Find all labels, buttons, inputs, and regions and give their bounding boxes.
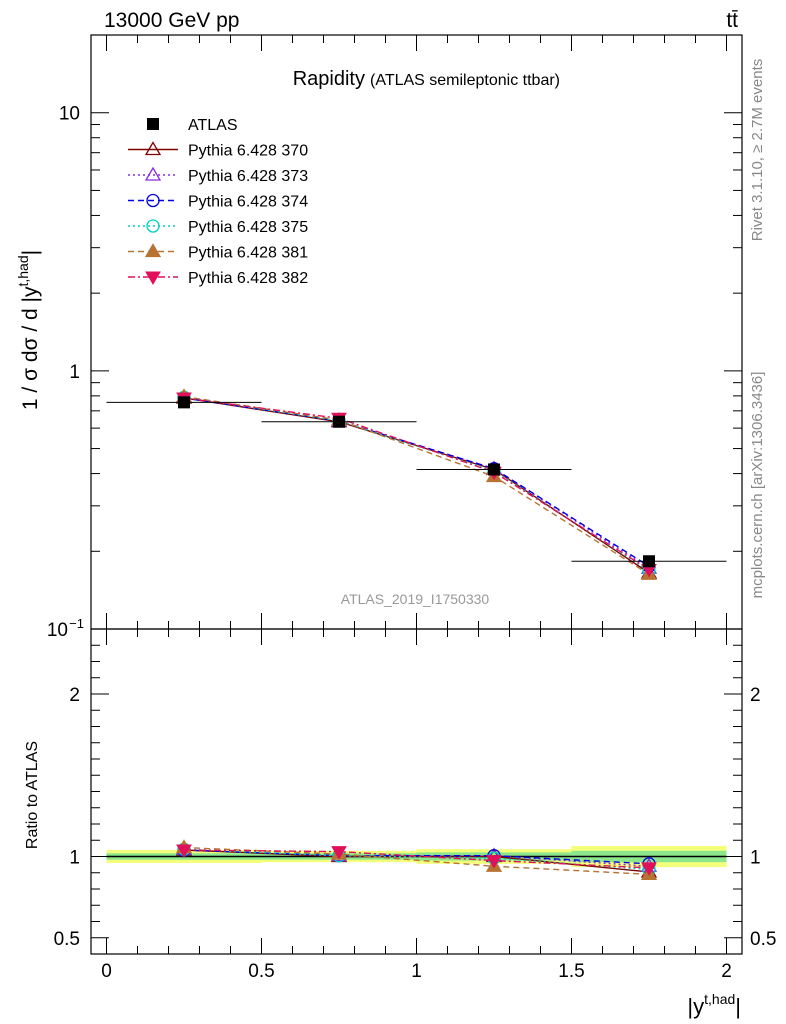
ratio-y-tick-label-left: 0.5 bbox=[54, 929, 80, 950]
mcplots-reference-text: mcplots.cern.ch [arXiv:1306.3436] bbox=[749, 372, 766, 599]
x-tick-label: 2 bbox=[721, 961, 732, 982]
ratio-series-6 bbox=[176, 844, 657, 876]
main-y-tick-label: 1 bbox=[69, 362, 80, 383]
ratio-point bbox=[331, 846, 347, 860]
series-line bbox=[183, 396, 650, 569]
data-point bbox=[333, 415, 345, 428]
legend-marker bbox=[146, 193, 160, 208]
main-ticks bbox=[91, 34, 742, 630]
legend-label: Pythia 6.428 382 bbox=[188, 270, 308, 287]
legend: ATLAS Pythia 6.428 370 Pythia 6.428 373 Pyt… bbox=[128, 117, 308, 287]
x-axis-label: |yt,had| bbox=[687, 991, 741, 1019]
series-line bbox=[183, 397, 650, 571]
series-0 bbox=[106, 396, 727, 568]
ratio-point bbox=[641, 862, 657, 876]
ratio-y-tick-label-right: 0.5 bbox=[750, 929, 776, 950]
series-line bbox=[183, 395, 650, 575]
ratio-panel: 0.5 0.5 1 1 2 2 0 0.5 1 1.5 2 bbox=[54, 628, 777, 982]
chart-subtitle: (ATLAS semileptonic ttbar) bbox=[370, 72, 560, 89]
series-2 bbox=[175, 388, 658, 574]
chart-title: Rapidity bbox=[293, 68, 365, 90]
legend-label: Pythia 6.428 373 bbox=[188, 168, 308, 185]
ratio-line bbox=[183, 849, 650, 873]
series-3 bbox=[177, 391, 656, 573]
legend-marker bbox=[145, 271, 161, 285]
data-point bbox=[488, 463, 500, 476]
main-y-tick-label: 10 bbox=[59, 104, 80, 125]
legend-marker bbox=[144, 243, 162, 258]
ratio-line bbox=[183, 849, 650, 869]
ratio-ticks bbox=[91, 628, 742, 955]
ratio-y-tick-label-left: 2 bbox=[69, 685, 80, 706]
series-1 bbox=[175, 389, 658, 579]
series-line bbox=[183, 397, 650, 567]
x-tick-labels: 0 0.5 1 1.5 2 bbox=[101, 961, 732, 982]
x-tick-label: 0.5 bbox=[248, 961, 274, 982]
x-tick-label: 1 bbox=[411, 961, 422, 982]
series-5 bbox=[175, 388, 658, 580]
ratio-point bbox=[486, 855, 502, 869]
main-y-tick-label: 10 bbox=[47, 620, 68, 641]
ratio-y-tick-labels: 0.5 0.5 1 1 2 2 bbox=[54, 685, 777, 950]
legend-marker bbox=[144, 141, 162, 156]
series-line bbox=[183, 397, 650, 574]
ratio-series-group bbox=[175, 839, 658, 881]
rivet-version-text: Rivet 3.1.10, ≥ 2.7M events bbox=[749, 59, 766, 242]
main-y-axis-label: 1 / σ dσ / d |yt,had| bbox=[15, 250, 42, 410]
legend-marker bbox=[146, 219, 160, 233]
main-y-tick-exponent: −1 bbox=[69, 616, 84, 631]
series-line bbox=[183, 396, 650, 572]
ratio-line bbox=[183, 849, 650, 865]
x-tick-label: 1.5 bbox=[558, 961, 584, 982]
analysis-watermark: ATLAS_2019_I1750330 bbox=[341, 591, 490, 607]
data-point bbox=[643, 555, 655, 568]
data-point bbox=[178, 396, 190, 409]
ratio-frame bbox=[90, 628, 743, 955]
ratio-y-tick-label-right: 1 bbox=[750, 848, 761, 869]
legend-marker bbox=[144, 166, 162, 181]
legend-label: Pythia 6.428 370 bbox=[188, 143, 308, 160]
ratio-y-axis-label: Ratio to ATLAS bbox=[24, 741, 41, 849]
header-left: 13000 GeV pp bbox=[104, 9, 239, 32]
series-4 bbox=[177, 390, 656, 578]
legend-label: Pythia 6.428 375 bbox=[188, 219, 308, 236]
header-right: tt̄ bbox=[726, 9, 738, 32]
ratio-y-tick-label-right: 2 bbox=[750, 685, 761, 706]
legend-label: ATLAS bbox=[188, 117, 238, 134]
main-series-group bbox=[106, 388, 727, 580]
legend-label: Pythia 6.428 374 bbox=[188, 194, 308, 211]
ratio-line bbox=[183, 846, 650, 876]
ratio-y-tick-label-left: 1 bbox=[69, 848, 80, 869]
series-6 bbox=[176, 392, 657, 578]
legend-marker bbox=[147, 118, 159, 130]
x-tick-label: 0 bbox=[101, 961, 112, 982]
legend-label: Pythia 6.428 381 bbox=[188, 245, 308, 262]
ratio-point bbox=[176, 844, 192, 858]
